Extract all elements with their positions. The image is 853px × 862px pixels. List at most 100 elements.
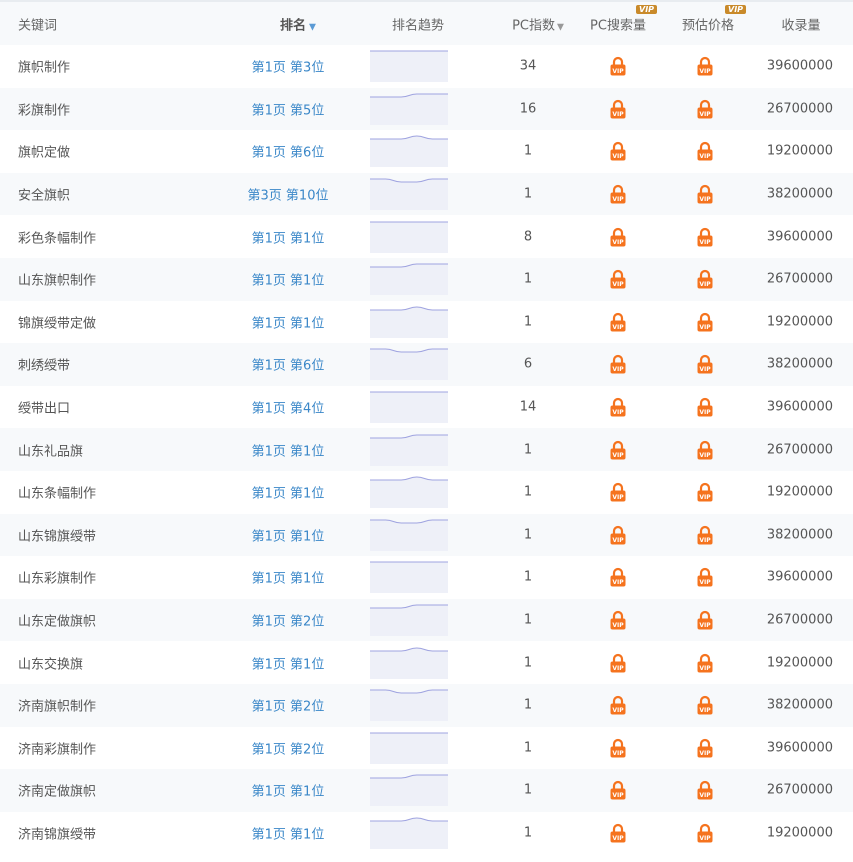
- keyword-cell: 彩旗制作: [18, 103, 71, 119]
- vip-lock-icon[interactable]: VIP: [610, 227, 626, 247]
- vip-lock-icon[interactable]: VIP: [610, 738, 626, 758]
- vip-lock-icon[interactable]: VIP: [610, 312, 626, 332]
- vip-lock-icon[interactable]: VIP: [610, 397, 626, 417]
- vip-lock-icon[interactable]: VIP: [610, 695, 626, 715]
- rank-link[interactable]: 第3页 第10位: [247, 188, 329, 204]
- rank-link[interactable]: 第1页 第5位: [251, 103, 325, 119]
- vip-lock-icon[interactable]: VIP: [697, 269, 713, 289]
- svg-text:VIP: VIP: [699, 452, 711, 459]
- vip-badge: VIP: [636, 5, 658, 14]
- rank-link[interactable]: 第1页 第2位: [251, 699, 325, 715]
- rank-link[interactable]: 第1页 第1位: [251, 657, 325, 673]
- vip-lock-icon[interactable]: VIP: [610, 653, 626, 673]
- table-row: 济南锦旗绶带 第1页 第1位 1 VIP VIP 19200000: [0, 812, 853, 855]
- vip-lock-icon[interactable]: VIP: [610, 99, 626, 119]
- indexed-count-cell: 39600000: [766, 229, 833, 245]
- vip-lock-icon[interactable]: VIP: [697, 312, 713, 332]
- vip-lock-icon[interactable]: VIP: [697, 695, 713, 715]
- vip-lock-icon[interactable]: VIP: [697, 610, 713, 630]
- rank-link[interactable]: 第1页 第1位: [251, 529, 325, 545]
- vip-badge: VIP: [725, 5, 747, 14]
- rank-link[interactable]: 第1页 第1位: [251, 784, 325, 800]
- header-pc-index-sort[interactable]: PC指数 ▼: [512, 14, 564, 33]
- table-row: 锦旗绶带定做 第1页 第1位 1 VIP VIP 19200000: [0, 301, 853, 344]
- rank-trend-sparkline: [370, 647, 448, 679]
- vip-lock-icon[interactable]: VIP: [697, 780, 713, 800]
- rank-link[interactable]: 第1页 第4位: [251, 401, 325, 417]
- vip-lock-icon[interactable]: VIP: [697, 653, 713, 673]
- svg-text:VIP: VIP: [612, 409, 624, 416]
- rank-link[interactable]: 第1页 第6位: [251, 145, 325, 161]
- keyword-cell: 旗帜制作: [18, 60, 71, 76]
- table-row: 济南彩旗制作 第1页 第2位 1 VIP VIP 39600000: [0, 727, 853, 770]
- vip-lock-icon[interactable]: VIP: [697, 227, 713, 247]
- table-row: 刺绣绶带 第1页 第6位 6 VIP VIP 38200000: [0, 343, 853, 386]
- indexed-count-cell: 38200000: [766, 697, 833, 713]
- keyword-cell: 山东定做旗帜: [18, 614, 97, 630]
- table-row: 彩旗制作 第1页 第5位 16 VIP VIP 26700000: [0, 87, 853, 131]
- keyword-cell: 山东锦旗绶带: [18, 529, 97, 545]
- header-pc-index-label: PC指数: [512, 18, 555, 33]
- vip-lock-icon[interactable]: VIP: [697, 823, 713, 843]
- rank-link[interactable]: 第1页 第3位: [251, 60, 325, 76]
- vip-lock-icon[interactable]: VIP: [610, 56, 626, 76]
- pc-index-cell: 1: [523, 271, 533, 287]
- vip-lock-icon[interactable]: VIP: [697, 567, 713, 587]
- indexed-count-cell: 38200000: [766, 527, 833, 543]
- rank-link[interactable]: 第1页 第1位: [251, 444, 325, 460]
- indexed-count-cell: 39600000: [766, 58, 833, 74]
- table-row: 山东定做旗帜 第1页 第2位 1 VIP VIP 26700000: [0, 598, 853, 642]
- rank-link[interactable]: 第1页 第1位: [251, 486, 325, 502]
- vip-lock-icon[interactable]: VIP: [697, 482, 713, 502]
- indexed-count-cell: 19200000: [766, 825, 833, 841]
- rank-link[interactable]: 第1页 第2位: [251, 614, 325, 630]
- vip-lock-icon[interactable]: VIP: [610, 141, 626, 161]
- table-header: 关键词 排名 ▼ 排名趋势 PC指数 ▼ PC搜索量 VIP 预估价格 VIP 收录…: [0, 0, 853, 45]
- table-row: 绶带出口 第1页 第4位 14 VIP VIP 39600000: [0, 386, 853, 429]
- svg-text:VIP: VIP: [699, 792, 711, 799]
- rank-link[interactable]: 第1页 第1位: [251, 231, 325, 247]
- vip-lock-icon[interactable]: VIP: [610, 610, 626, 630]
- header-price: 预估价格: [681, 18, 735, 33]
- vip-lock-icon[interactable]: VIP: [697, 738, 713, 758]
- header-rank-sort[interactable]: 排名 ▼: [280, 14, 316, 33]
- rank-trend-sparkline: [370, 93, 448, 125]
- vip-lock-icon[interactable]: VIP: [697, 56, 713, 76]
- rank-link[interactable]: 第1页 第6位: [251, 358, 325, 374]
- indexed-count-cell: 26700000: [766, 782, 833, 798]
- rank-link[interactable]: 第1页 第1位: [251, 827, 325, 843]
- vip-lock-icon[interactable]: VIP: [610, 354, 626, 374]
- svg-text:VIP: VIP: [612, 579, 624, 586]
- pc-index-cell: 1: [523, 782, 533, 798]
- rank-link[interactable]: 第1页 第1位: [251, 273, 325, 289]
- vip-lock-icon[interactable]: VIP: [610, 525, 626, 545]
- rank-link[interactable]: 第1页 第2位: [251, 742, 325, 758]
- table-row: 山东彩旗制作 第1页 第1位 1 VIP VIP 39600000: [0, 556, 853, 599]
- vip-lock-icon[interactable]: VIP: [610, 269, 626, 289]
- vip-lock-icon[interactable]: VIP: [610, 440, 626, 460]
- vip-lock-icon[interactable]: VIP: [697, 184, 713, 204]
- svg-text:VIP: VIP: [699, 409, 711, 416]
- rank-link[interactable]: 第1页 第1位: [251, 316, 325, 332]
- keyword-cell: 旗帜定做: [18, 145, 71, 161]
- table-row: 旗帜制作 第1页 第3位 34 VIP VIP 39600000: [0, 45, 853, 88]
- vip-lock-icon[interactable]: VIP: [697, 354, 713, 374]
- keyword-cell: 山东彩旗制作: [18, 571, 97, 587]
- keyword-cell: 安全旗帜: [18, 188, 71, 204]
- vip-lock-icon[interactable]: VIP: [697, 141, 713, 161]
- vip-lock-icon[interactable]: VIP: [610, 482, 626, 502]
- pc-index-cell: 8: [523, 229, 533, 245]
- vip-lock-icon[interactable]: VIP: [697, 440, 713, 460]
- table-body: 旗帜制作 第1页 第3位 34 VIP VIP 39600000 彩旗制作 第1…: [0, 45, 853, 854]
- svg-text:VIP: VIP: [699, 111, 711, 118]
- vip-lock-icon[interactable]: VIP: [697, 397, 713, 417]
- vip-lock-icon[interactable]: VIP: [610, 184, 626, 204]
- vip-lock-icon[interactable]: VIP: [610, 780, 626, 800]
- keyword-cell: 济南彩旗制作: [18, 742, 97, 758]
- vip-lock-icon[interactable]: VIP: [697, 99, 713, 119]
- vip-lock-icon[interactable]: VIP: [697, 525, 713, 545]
- vip-lock-icon[interactable]: VIP: [610, 567, 626, 587]
- sort-down-icon: ▼: [557, 22, 564, 32]
- vip-lock-icon[interactable]: VIP: [610, 823, 626, 843]
- rank-link[interactable]: 第1页 第1位: [251, 571, 325, 587]
